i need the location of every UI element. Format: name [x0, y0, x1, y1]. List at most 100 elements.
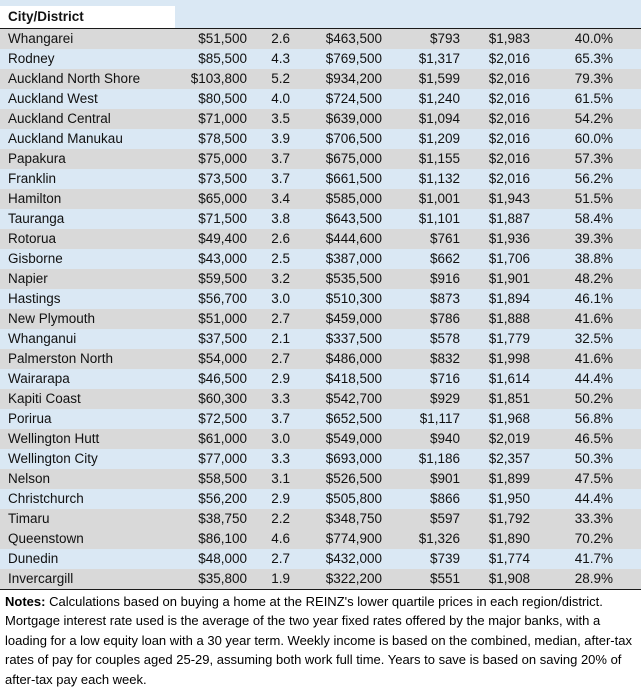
value-cell: $578	[429, 331, 460, 346]
value-cell: 2.6	[271, 31, 290, 46]
table-row: Auckland North Shore $103,800 5.2 $934,200 $…	[0, 69, 641, 89]
value-cell: 44.4%	[574, 371, 613, 386]
table-header-row: City/District	[0, 6, 641, 29]
value-cell: $75,000	[198, 151, 247, 166]
value-cell: $337,500	[325, 331, 382, 346]
value-cell: 51.5%	[574, 191, 613, 206]
value-cell: $1,950	[488, 491, 530, 506]
value-cell: $463,500	[325, 31, 382, 46]
value-cell: $662	[429, 251, 460, 266]
value-cell: 60.0%	[574, 131, 613, 146]
value-cell: 4.3	[271, 51, 290, 66]
city-cell: Auckland North Shore	[8, 71, 141, 86]
table-row: Napier $59,500 3.2 $535,500 $916 $1,901 48.2%	[0, 269, 641, 289]
value-cell: 70.2%	[574, 531, 613, 546]
table-row: Hastings $56,700 3.0 $510,300 $873 $1,894 46.1…	[0, 289, 641, 309]
notes-paragraph: Notes: Calculations based on buying a ho…	[0, 590, 641, 687]
table-row: Rotorua $49,400 2.6 $444,600 $761 $1,936 39.3%	[0, 229, 641, 249]
value-cell: $1,983	[488, 31, 530, 46]
value-cell: $71,000	[198, 111, 247, 126]
city-cell: Auckland Manukau	[8, 131, 123, 146]
value-cell: $43,000	[198, 251, 247, 266]
row-spacer	[613, 469, 641, 489]
table-row: Kapiti Coast $60,300 3.3 $542,700 $929 $1,851…	[0, 389, 641, 409]
value-cell: $1,887	[488, 211, 530, 226]
row-spacer	[613, 29, 641, 49]
value-cell: 3.7	[271, 151, 290, 166]
column-header-city-district: City/District	[0, 6, 175, 28]
value-cell: 3.8	[271, 211, 290, 226]
value-cell: 3.0	[271, 431, 290, 446]
value-cell: $2,016	[488, 131, 530, 146]
value-cell: $901	[429, 471, 460, 486]
row-spacer	[613, 169, 641, 189]
value-cell: 5.2	[271, 71, 290, 86]
city-cell: Christchurch	[8, 491, 84, 506]
city-cell: Palmerston North	[8, 351, 114, 366]
value-cell: 41.6%	[574, 311, 613, 326]
value-cell: $2,016	[488, 111, 530, 126]
value-cell: $1,774	[488, 551, 530, 566]
value-cell: 1.9	[271, 571, 290, 586]
value-cell: $1,326	[418, 531, 460, 546]
city-cell: Hastings	[8, 291, 61, 306]
city-cell: Papakura	[8, 151, 66, 166]
value-cell: $2,016	[488, 91, 530, 106]
value-cell: $1,117	[419, 411, 460, 426]
value-cell: 2.5	[271, 251, 290, 266]
value-cell: 48.2%	[574, 271, 613, 286]
city-cell: Tauranga	[8, 211, 65, 226]
city-cell: Invercargill	[8, 571, 74, 586]
value-cell: $526,500	[325, 471, 382, 486]
value-cell: $643,500	[325, 211, 382, 226]
table-row: Invercargill $35,800 1.9 $322,200 $551 $1,908…	[0, 569, 641, 589]
value-cell: $54,000	[198, 351, 247, 366]
row-spacer	[613, 189, 641, 209]
value-cell: $661,500	[325, 171, 382, 186]
row-spacer	[613, 289, 641, 309]
value-cell: $322,200	[325, 571, 382, 586]
value-cell: $2,016	[488, 151, 530, 166]
value-cell: $774,900	[325, 531, 382, 546]
table-row: Hamilton $65,000 3.4 $585,000 $1,001 $1,943 51…	[0, 189, 641, 209]
value-cell: $60,300	[198, 391, 247, 406]
value-cell: 3.1	[271, 471, 290, 486]
row-spacer	[613, 149, 641, 169]
value-cell: 46.5%	[574, 431, 613, 446]
value-cell: $56,700	[198, 291, 247, 306]
row-spacer	[613, 249, 641, 269]
value-cell: $348,750	[325, 511, 382, 526]
row-spacer	[613, 269, 641, 289]
table-row: Tauranga $71,500 3.8 $643,500 $1,101 $1,887 58…	[0, 209, 641, 229]
value-cell: $1,132	[418, 171, 460, 186]
value-cell: 2.6	[271, 231, 290, 246]
row-spacer	[613, 549, 641, 569]
row-spacer	[613, 429, 641, 449]
value-cell: $1,908	[488, 571, 530, 586]
value-cell: $916	[429, 271, 460, 286]
value-cell: 28.9%	[574, 571, 613, 586]
city-cell: Rodney	[8, 51, 55, 66]
value-cell: $510,300	[325, 291, 382, 306]
value-cell: $1,943	[488, 191, 530, 206]
city-cell: Kapiti Coast	[8, 391, 81, 406]
value-cell: 2.9	[271, 491, 290, 506]
table-row: Queenstown $86,100 4.6 $774,900 $1,326 $1,890…	[0, 529, 641, 549]
value-cell: 3.5	[271, 111, 290, 126]
city-cell: Wellington City	[8, 451, 98, 466]
row-spacer	[613, 229, 641, 249]
value-cell: $535,500	[325, 271, 382, 286]
value-cell: $597	[429, 511, 460, 526]
value-cell: 56.2%	[574, 171, 613, 186]
city-cell: Nelson	[8, 471, 51, 486]
value-cell: 33.3%	[574, 511, 613, 526]
city-cell: New Plymouth	[8, 311, 96, 326]
value-cell: 3.3	[271, 391, 290, 406]
city-cell: Whanganui	[8, 331, 77, 346]
header-blank-area	[175, 6, 641, 28]
value-cell: 79.3%	[574, 71, 613, 86]
table-row: Whanganui $37,500 2.1 $337,500 $578 $1,779 32.…	[0, 329, 641, 349]
city-cell: Franklin	[8, 171, 57, 186]
value-cell: $724,500	[325, 91, 382, 106]
